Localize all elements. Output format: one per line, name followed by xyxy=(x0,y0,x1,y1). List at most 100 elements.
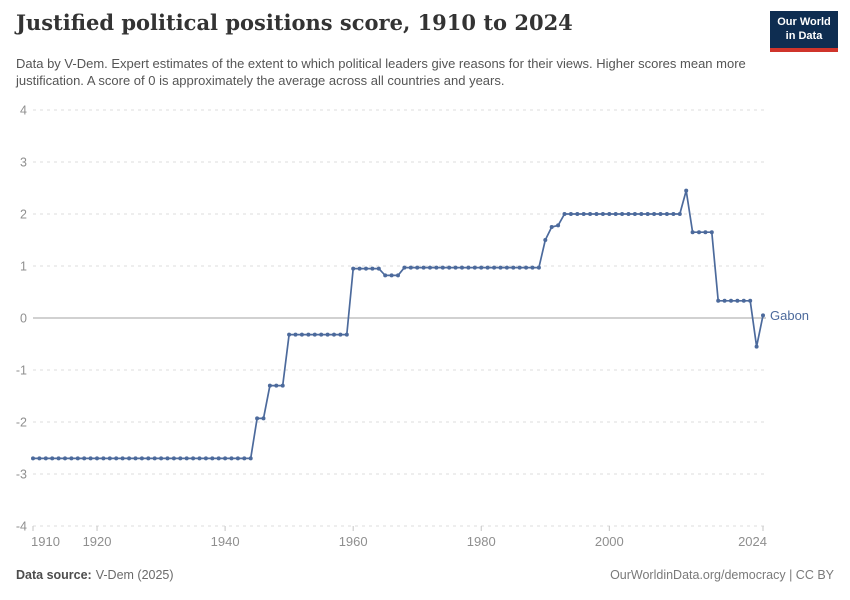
data-point xyxy=(530,265,535,270)
data-point xyxy=(754,344,759,349)
data-point xyxy=(210,456,215,461)
data-point xyxy=(146,456,151,461)
data-point xyxy=(107,456,112,461)
data-point xyxy=(171,456,176,461)
y-axis-label: 3 xyxy=(20,156,27,170)
data-point xyxy=(434,265,439,270)
data-point xyxy=(267,383,272,388)
data-point xyxy=(620,212,625,216)
data-point xyxy=(607,212,612,216)
data-point xyxy=(517,265,522,270)
data-point xyxy=(152,456,157,461)
data-point xyxy=(511,265,516,270)
data-point xyxy=(293,332,298,337)
data-point xyxy=(671,212,676,216)
data-point xyxy=(120,456,125,461)
data-point xyxy=(88,456,93,461)
data-point xyxy=(729,298,733,303)
data-point xyxy=(415,265,420,270)
entity-label: Gabon xyxy=(770,308,809,323)
data-point xyxy=(575,212,580,216)
data-point xyxy=(191,456,196,461)
data-point xyxy=(402,265,407,270)
x-axis-label: 1920 xyxy=(83,534,112,549)
data-point xyxy=(626,212,631,216)
page-title: Justified political positions score, 191… xyxy=(16,10,573,35)
data-point xyxy=(428,265,432,270)
y-axis-label: 2 xyxy=(20,208,27,222)
data-point xyxy=(645,212,650,216)
data-source-value: V-Dem (2025) xyxy=(95,568,174,582)
credit-link: OurWorldinData.org/democracy | CC BY xyxy=(610,568,834,582)
data-point xyxy=(543,238,548,242)
data-point xyxy=(306,332,311,337)
line-series-gabon xyxy=(33,189,764,460)
data-point xyxy=(37,456,42,461)
data-point xyxy=(338,332,343,337)
data-point xyxy=(274,383,279,388)
x-axis-label: 1980 xyxy=(467,534,496,549)
owid-logo-line2: in Data xyxy=(785,29,823,42)
data-point xyxy=(748,298,753,303)
data-point xyxy=(299,332,304,337)
data-point xyxy=(684,188,689,193)
data-point xyxy=(396,273,400,278)
data-point xyxy=(280,383,285,388)
data-point xyxy=(479,265,484,270)
data-point xyxy=(447,265,452,270)
data-point xyxy=(735,298,740,303)
data-point xyxy=(562,212,567,216)
data-point xyxy=(43,456,48,461)
data-point xyxy=(255,416,260,421)
y-axis-label: 4 xyxy=(20,104,27,118)
data-point xyxy=(658,212,663,216)
data-point xyxy=(287,332,292,337)
data-point xyxy=(652,212,657,216)
data-point xyxy=(421,265,426,270)
owid-logo-line1: Our World xyxy=(777,16,831,28)
data-point xyxy=(632,212,637,216)
data-point xyxy=(223,456,228,461)
data-point xyxy=(504,265,509,270)
data-point xyxy=(722,298,727,303)
data-point xyxy=(197,456,202,461)
data-point xyxy=(184,456,189,461)
y-axis-label: -4 xyxy=(16,520,27,534)
data-point xyxy=(613,212,618,216)
data-point xyxy=(133,456,138,461)
data-point xyxy=(498,265,503,270)
data-point xyxy=(485,265,490,270)
data-point xyxy=(536,265,541,270)
data-point xyxy=(75,456,80,461)
y-axis-label: 1 xyxy=(20,260,27,274)
data-source-label: Data source: xyxy=(16,568,92,582)
data-point xyxy=(357,266,362,271)
data-point xyxy=(492,265,497,270)
data-point xyxy=(370,266,375,271)
x-axis-label: 1910 xyxy=(31,534,60,549)
data-source: Data source: V-Dem (2025) xyxy=(16,568,174,582)
data-point xyxy=(594,212,599,216)
data-point xyxy=(408,265,413,270)
data-point xyxy=(63,456,67,461)
data-point xyxy=(178,456,183,461)
y-axis-label: -2 xyxy=(16,416,27,430)
data-point xyxy=(588,212,593,216)
data-point xyxy=(466,265,471,270)
data-point xyxy=(741,298,746,303)
data-point xyxy=(364,266,368,271)
data-point xyxy=(556,223,561,228)
y-axis-label: 0 xyxy=(20,312,27,326)
data-point xyxy=(332,332,336,337)
data-point xyxy=(639,212,644,216)
data-point xyxy=(549,225,554,229)
data-point xyxy=(235,456,240,461)
y-axis-label: -1 xyxy=(16,364,27,378)
data-point xyxy=(472,265,477,270)
x-axis-label: 1960 xyxy=(339,534,368,549)
data-point xyxy=(664,212,669,216)
data-point xyxy=(376,266,381,271)
data-point xyxy=(709,230,714,235)
